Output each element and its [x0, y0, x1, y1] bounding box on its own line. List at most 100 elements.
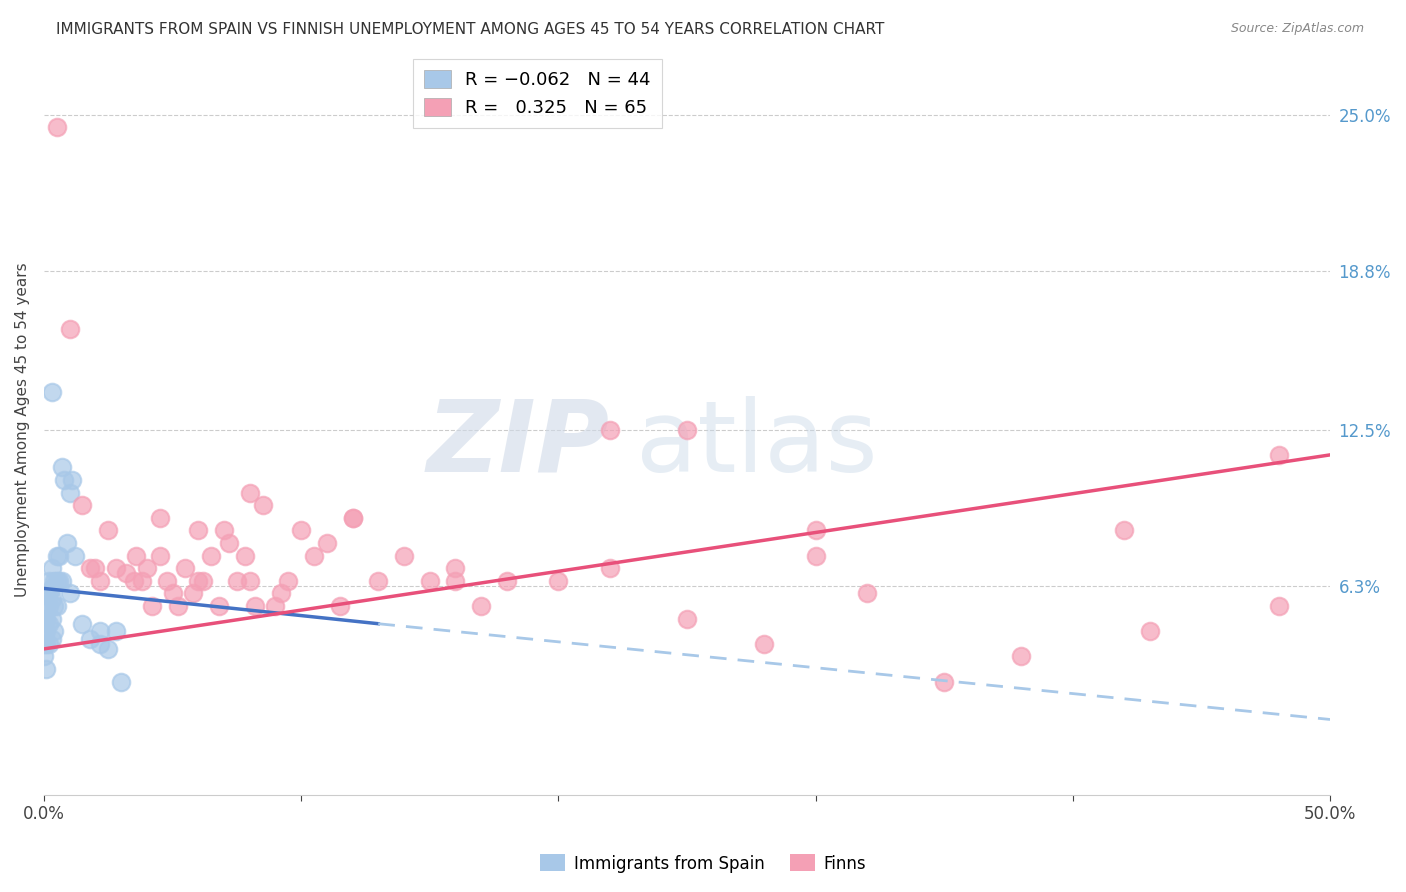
Point	[264, 599, 287, 613]
Point	[125, 549, 148, 563]
Point	[212, 524, 235, 538]
Point	[35, 599, 58, 613]
Point	[200, 549, 222, 563]
Point	[804, 524, 827, 538]
Point	[1139, 624, 1161, 639]
Point	[63, 549, 86, 563]
Point	[72, 498, 94, 512]
Point	[218, 536, 240, 550]
Point	[97, 641, 120, 656]
Point	[187, 574, 209, 588]
Point	[59, 485, 82, 500]
Point	[41, 582, 63, 596]
Point	[149, 549, 172, 563]
Point	[342, 511, 364, 525]
Point	[174, 561, 197, 575]
Point	[277, 574, 299, 588]
Point	[804, 549, 827, 563]
Point	[41, 632, 63, 646]
Point	[329, 599, 352, 613]
Point	[392, 549, 415, 563]
Point	[44, 624, 66, 639]
Point	[239, 574, 262, 588]
Point	[79, 632, 101, 646]
Point	[104, 561, 127, 575]
Point	[45, 549, 67, 563]
Point	[547, 574, 569, 588]
Point	[59, 322, 82, 336]
Point	[48, 549, 70, 563]
Point	[149, 511, 172, 525]
Point	[444, 574, 467, 588]
Point	[444, 561, 467, 575]
Point	[315, 536, 337, 550]
Point	[1267, 448, 1289, 462]
Point	[599, 561, 621, 575]
Point	[243, 599, 266, 613]
Point	[290, 524, 312, 538]
Point	[44, 599, 66, 613]
Point	[110, 674, 132, 689]
Point	[38, 637, 60, 651]
Point	[72, 616, 94, 631]
Point	[97, 524, 120, 538]
Legend: Immigrants from Spain, Finns: Immigrants from Spain, Finns	[534, 847, 872, 880]
Point	[41, 384, 63, 399]
Point	[181, 586, 204, 600]
Point	[48, 574, 70, 588]
Point	[38, 586, 60, 600]
Point	[56, 536, 79, 550]
Point	[187, 524, 209, 538]
Text: IMMIGRANTS FROM SPAIN VS FINNISH UNEMPLOYMENT AMONG AGES 45 TO 54 YEARS CORRELAT: IMMIGRANTS FROM SPAIN VS FINNISH UNEMPLO…	[56, 22, 884, 37]
Point	[45, 120, 67, 135]
Point	[1010, 649, 1032, 664]
Point	[599, 423, 621, 437]
Point	[60, 473, 83, 487]
Point	[51, 574, 73, 588]
Point	[89, 637, 111, 651]
Point	[676, 423, 699, 437]
Point	[41, 591, 63, 606]
Point	[53, 473, 76, 487]
Point	[419, 574, 441, 588]
Point	[302, 549, 325, 563]
Point	[32, 624, 55, 639]
Point	[35, 612, 58, 626]
Point	[38, 616, 60, 631]
Point	[35, 624, 58, 639]
Point	[252, 498, 274, 512]
Point	[225, 574, 247, 588]
Point	[141, 599, 163, 613]
Point	[45, 599, 67, 613]
Point	[32, 612, 55, 626]
Point	[342, 511, 364, 525]
Point	[162, 586, 184, 600]
Point	[89, 624, 111, 639]
Point	[239, 485, 262, 500]
Point	[131, 574, 153, 588]
Point	[122, 574, 145, 588]
Point	[45, 574, 67, 588]
Point	[208, 599, 231, 613]
Point	[1114, 524, 1136, 538]
Point	[38, 574, 60, 588]
Point	[934, 674, 956, 689]
Point	[135, 561, 157, 575]
Point	[35, 662, 58, 676]
Point	[193, 574, 215, 588]
Point	[856, 586, 879, 600]
Point	[1267, 599, 1289, 613]
Point	[270, 586, 292, 600]
Point	[233, 549, 256, 563]
Legend: R = −0.062   N = 44, R =   0.325   N = 65: R = −0.062 N = 44, R = 0.325 N = 65	[413, 59, 662, 128]
Point	[44, 574, 66, 588]
Point	[35, 637, 58, 651]
Point	[470, 599, 492, 613]
Point	[367, 574, 389, 588]
Y-axis label: Unemployment Among Ages 45 to 54 years: Unemployment Among Ages 45 to 54 years	[15, 262, 30, 597]
Point	[32, 649, 55, 664]
Point	[84, 561, 107, 575]
Point	[51, 460, 73, 475]
Point	[676, 612, 699, 626]
Point	[115, 566, 138, 581]
